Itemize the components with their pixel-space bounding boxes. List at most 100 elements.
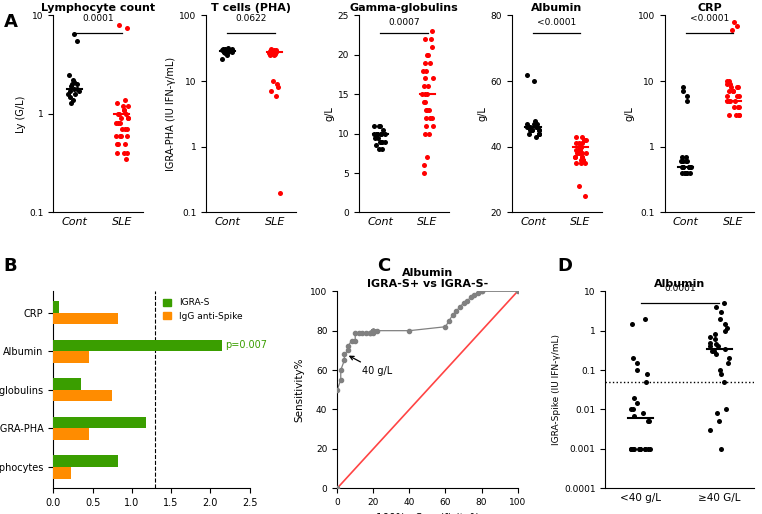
Text: 0.0001: 0.0001 xyxy=(664,284,696,293)
Point xyxy=(572,149,584,157)
Point xyxy=(111,149,123,157)
Point xyxy=(69,90,82,98)
Point xyxy=(704,333,716,341)
Point xyxy=(65,99,77,107)
Text: A: A xyxy=(4,13,18,31)
Point xyxy=(721,77,733,85)
Point xyxy=(677,87,689,96)
Point xyxy=(376,125,389,134)
Point xyxy=(677,157,689,166)
Title: T cells (PHA): T cells (PHA) xyxy=(211,3,291,13)
Text: D: D xyxy=(558,257,573,275)
Point xyxy=(639,315,651,323)
Point xyxy=(681,91,693,100)
Point xyxy=(712,417,725,426)
Text: 0.0001: 0.0001 xyxy=(82,14,114,23)
Point xyxy=(375,130,387,138)
Point xyxy=(530,116,542,124)
Point xyxy=(119,139,131,148)
Text: 40 g/L: 40 g/L xyxy=(350,356,392,376)
Point xyxy=(71,85,83,93)
Point xyxy=(523,123,536,131)
Point xyxy=(523,126,536,135)
Point xyxy=(110,99,123,107)
Text: B: B xyxy=(4,257,18,275)
Y-axis label: g/L: g/L xyxy=(325,106,335,121)
Point xyxy=(727,87,739,96)
Point xyxy=(379,137,391,145)
Point xyxy=(732,83,744,91)
Point xyxy=(530,123,542,131)
Text: <0.0001: <0.0001 xyxy=(690,14,729,23)
Point xyxy=(219,45,232,53)
Point xyxy=(265,48,277,56)
Point xyxy=(677,83,690,91)
Point xyxy=(221,47,233,55)
Point xyxy=(572,182,584,190)
Point xyxy=(114,21,126,29)
Point xyxy=(222,47,234,55)
Point xyxy=(681,157,693,166)
Point xyxy=(420,106,432,114)
Point xyxy=(574,143,586,151)
Point xyxy=(712,342,724,351)
Point xyxy=(427,122,439,130)
Point xyxy=(674,157,687,166)
Title: Albumin: Albumin xyxy=(655,279,706,289)
Point xyxy=(728,97,741,105)
Point xyxy=(625,406,637,414)
Point xyxy=(533,130,545,138)
Point xyxy=(626,320,639,328)
Point xyxy=(421,153,433,161)
Point xyxy=(270,91,282,100)
Point xyxy=(680,97,693,105)
Point xyxy=(722,359,735,367)
Point xyxy=(679,169,691,177)
Point xyxy=(733,91,745,100)
Point xyxy=(711,409,723,417)
Text: <0.0001: <0.0001 xyxy=(537,18,576,27)
Point xyxy=(268,50,280,58)
Point xyxy=(639,445,652,453)
Point xyxy=(723,77,735,85)
Point xyxy=(704,342,716,351)
Title: Lymphocyte count: Lymphocyte count xyxy=(41,3,155,13)
Point xyxy=(271,46,283,54)
Point xyxy=(418,169,430,177)
Point xyxy=(110,132,122,140)
Point xyxy=(706,347,719,355)
Point xyxy=(732,103,744,112)
Point xyxy=(710,340,722,348)
Point xyxy=(724,97,736,105)
Point xyxy=(523,130,535,138)
Point xyxy=(714,315,726,323)
Point xyxy=(68,78,80,86)
Y-axis label: IGRA-PHA (IU IFN-γ/mL): IGRA-PHA (IU IFN-γ/mL) xyxy=(166,57,176,171)
Point xyxy=(220,51,232,59)
Point xyxy=(570,146,582,154)
Point xyxy=(722,112,735,120)
Point xyxy=(424,59,436,67)
Point xyxy=(521,120,533,128)
Point xyxy=(63,87,75,95)
Point xyxy=(219,47,231,55)
Point xyxy=(533,130,545,138)
Point xyxy=(580,149,592,157)
Point xyxy=(110,119,123,127)
Text: 0.0007: 0.0007 xyxy=(388,18,420,27)
Point xyxy=(679,169,691,177)
Point xyxy=(373,137,386,145)
Point xyxy=(111,119,123,127)
Point xyxy=(531,120,543,128)
Point xyxy=(639,445,652,453)
Point xyxy=(216,46,228,54)
Point xyxy=(371,130,383,138)
Point xyxy=(569,153,581,161)
Point xyxy=(704,426,716,434)
Point xyxy=(721,80,733,88)
Point xyxy=(725,83,737,91)
Point xyxy=(628,394,640,402)
Point xyxy=(731,83,743,91)
Point xyxy=(576,133,588,141)
Point xyxy=(371,130,383,138)
